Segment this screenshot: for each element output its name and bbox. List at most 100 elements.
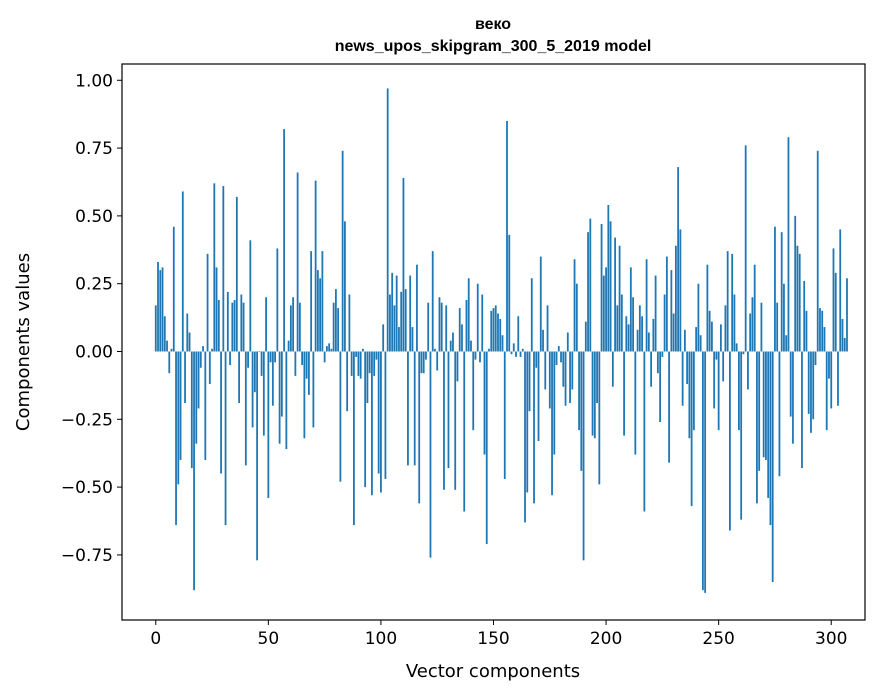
bar	[267, 351, 270, 498]
bar	[238, 351, 240, 404]
bar	[625, 316, 628, 352]
bar	[323, 351, 326, 363]
bar	[170, 348, 173, 352]
bar	[485, 351, 488, 545]
bar	[589, 218, 592, 352]
bar	[499, 318, 502, 352]
bar	[262, 351, 265, 436]
bar	[553, 351, 556, 455]
bar	[463, 351, 466, 512]
bar	[575, 283, 578, 352]
bar	[294, 351, 297, 376]
bar	[384, 351, 387, 479]
bar	[211, 348, 213, 352]
bar	[474, 351, 477, 360]
bar	[780, 232, 783, 352]
x-axis-label: Vector components	[406, 661, 580, 682]
y-tick-label: −0.75	[61, 546, 113, 566]
bar	[729, 351, 731, 531]
bar	[785, 335, 788, 352]
bar	[355, 351, 358, 357]
bar	[837, 351, 839, 406]
bar	[247, 351, 249, 368]
bar	[303, 351, 306, 439]
bar	[814, 351, 817, 366]
bar	[593, 351, 596, 439]
bar	[812, 351, 815, 420]
x-tick-label: 0	[150, 629, 161, 649]
bar	[726, 251, 729, 352]
bar	[659, 351, 662, 423]
bar	[213, 183, 216, 352]
bar	[447, 351, 450, 469]
bar	[348, 294, 351, 352]
bar	[154, 305, 157, 352]
bar	[400, 291, 403, 352]
bar	[533, 351, 535, 504]
bar	[280, 351, 283, 417]
bar	[787, 137, 790, 352]
bar	[404, 289, 407, 352]
bar	[582, 351, 585, 561]
bar	[449, 340, 452, 352]
bar	[413, 351, 416, 466]
bar	[665, 256, 668, 352]
bar	[240, 294, 243, 352]
bar	[560, 351, 562, 363]
bar	[256, 351, 258, 561]
bar	[704, 351, 707, 593]
bar	[418, 351, 421, 504]
bar	[321, 251, 324, 352]
bar	[337, 308, 340, 352]
bar	[571, 351, 574, 390]
bar	[292, 297, 295, 352]
bar	[843, 337, 846, 352]
bar	[747, 351, 749, 390]
bar	[310, 251, 313, 352]
bar	[801, 351, 803, 469]
x-axis-ticks: 0 50 100 150 200 250 300	[150, 620, 847, 649]
bar	[587, 232, 589, 352]
bar	[668, 351, 671, 463]
bar	[427, 302, 430, 352]
bar	[537, 351, 540, 441]
bar	[395, 275, 398, 352]
bar	[235, 196, 238, 352]
bar	[346, 351, 349, 412]
bar	[172, 226, 175, 352]
x-tick-label: 50	[258, 629, 280, 649]
bar	[181, 191, 184, 352]
bar	[699, 335, 702, 352]
y-tick-label: 0.00	[75, 342, 113, 362]
bar	[366, 351, 369, 404]
bar	[562, 351, 565, 387]
bar	[551, 351, 553, 496]
bar	[717, 351, 720, 431]
bar	[278, 351, 281, 444]
bar	[539, 256, 542, 352]
bar	[611, 351, 614, 387]
bar	[416, 264, 418, 352]
bar	[431, 251, 434, 352]
bar	[708, 310, 711, 352]
bar	[353, 351, 355, 526]
bar	[454, 351, 457, 490]
bar	[215, 267, 218, 352]
bar	[436, 351, 439, 371]
bar	[792, 351, 794, 444]
bar	[738, 351, 740, 431]
bar	[720, 324, 722, 352]
bar	[298, 302, 301, 352]
bar	[555, 351, 558, 366]
bar	[661, 351, 664, 357]
bar	[190, 351, 193, 469]
bar	[515, 351, 517, 357]
bar	[375, 351, 378, 360]
bar	[656, 351, 659, 374]
y-tick-label: −0.25	[61, 410, 113, 430]
bar	[519, 351, 522, 357]
bar	[753, 264, 756, 352]
bar	[805, 310, 808, 352]
bar	[789, 351, 792, 417]
bar	[697, 283, 700, 352]
